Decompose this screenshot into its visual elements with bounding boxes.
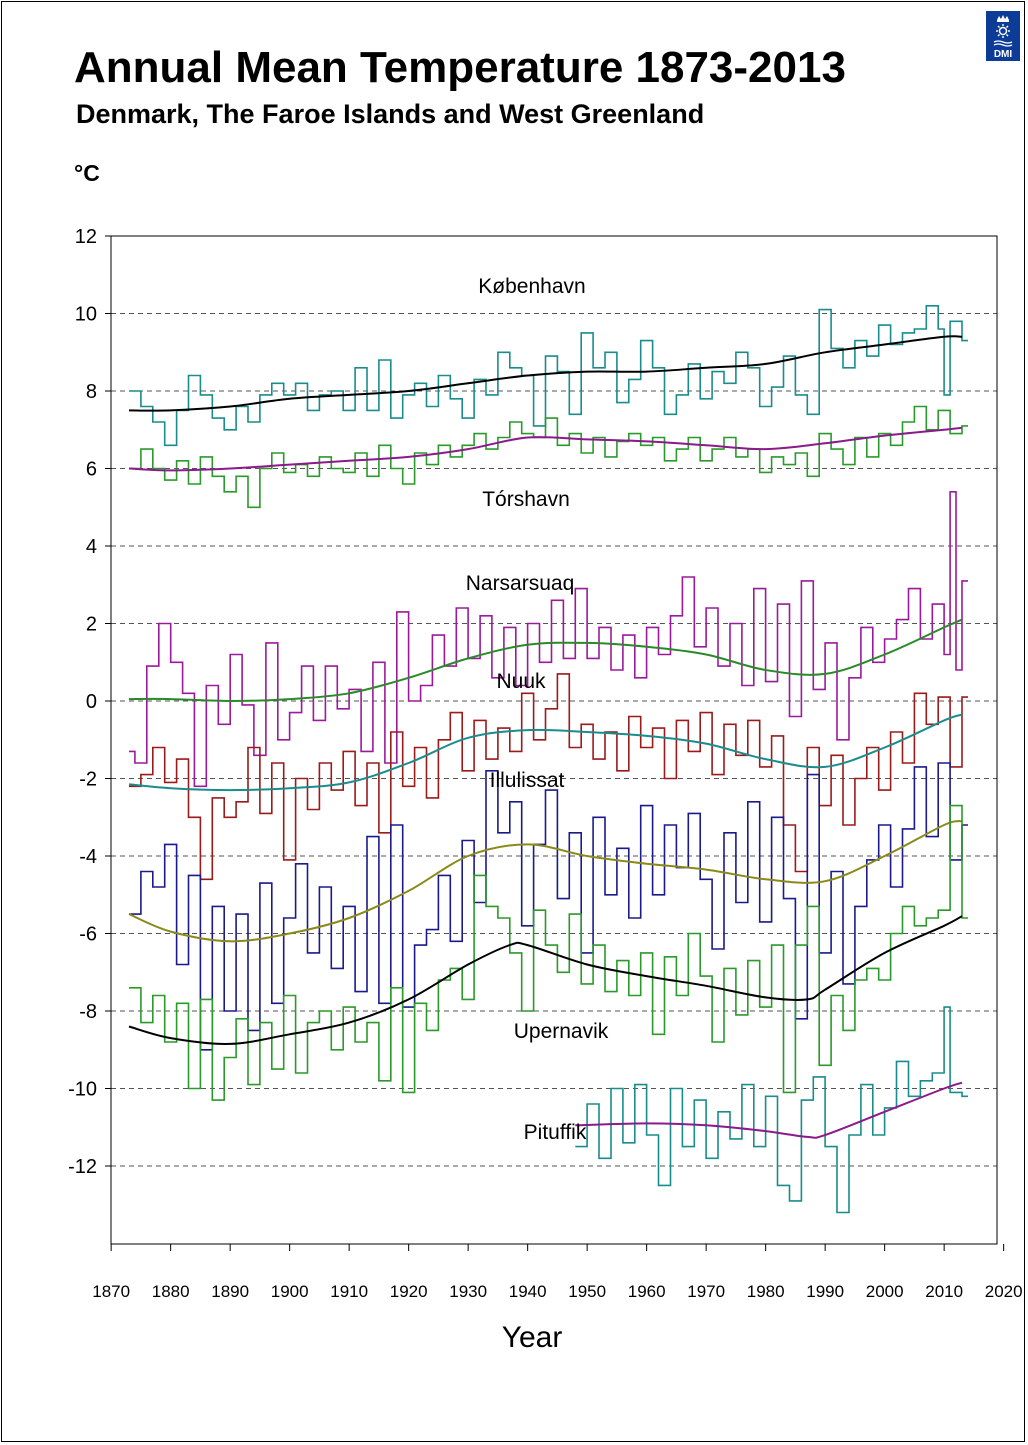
series-upernavik <box>128 804 968 1101</box>
annual-line-torshavn <box>129 405 968 509</box>
annual-line-illulissat <box>129 762 968 1051</box>
y-tick-label: 0 <box>86 691 97 713</box>
x-tick-label: 1940 <box>509 1282 547 1301</box>
x-tick-label: 2020 <box>985 1282 1023 1301</box>
x-tick-label: 2010 <box>925 1282 963 1301</box>
x-tick-label: 1890 <box>211 1282 249 1301</box>
y-tick-label: -4 <box>79 846 97 868</box>
y-tick-label: -12 <box>68 1156 97 1178</box>
y-tick-label: 2 <box>86 614 97 636</box>
y-tick-label: -6 <box>79 924 97 946</box>
x-tick-label: 1930 <box>449 1282 487 1301</box>
x-tick-label: 1970 <box>687 1282 725 1301</box>
x-tick-label: 1920 <box>390 1282 428 1301</box>
x-tick-label: 1950 <box>568 1282 606 1301</box>
series-illulissat <box>128 762 968 1051</box>
annual-line-narsarsuaq <box>129 491 968 788</box>
series-nuuk <box>128 673 968 881</box>
smoothed-line-torshavn <box>128 426 963 472</box>
series-label-pituffik: Pituffik <box>524 1121 587 1144</box>
series-label-kbenhavn: København <box>478 275 585 298</box>
smoothed-line-narsarsuaq <box>128 618 963 703</box>
grid-lines <box>111 313 997 1167</box>
chart-title: Annual Mean Temperature 1873-2013 <box>74 43 846 92</box>
x-tick-label: 1960 <box>628 1282 666 1301</box>
series-label-nuuk: Nuuk <box>496 670 546 693</box>
series-label-narsarsuaq: Narsarsuaq <box>466 572 575 595</box>
smoothed-line-kbenhavn <box>128 335 963 412</box>
series-labels: København Tórshavn Narsarsuaq Nuuk Illulissa… <box>466 275 609 1144</box>
annual-line-pituffik <box>575 1006 968 1214</box>
y-tick-label: 10 <box>75 304 97 326</box>
x-tick-label: 1980 <box>747 1282 785 1301</box>
x-tick-label: 1870 <box>92 1282 130 1301</box>
x-tick-label: 1990 <box>806 1282 844 1301</box>
plot-area-border <box>110 235 998 1245</box>
y-tick-label: 4 <box>86 536 97 558</box>
series-label-illulissat: Illulissat <box>490 769 565 792</box>
annual-line-upernavik <box>129 804 968 1101</box>
y-tick-label: -2 <box>79 769 97 791</box>
y-axis-unit-label: °C <box>74 160 100 186</box>
y-tick-label: -8 <box>79 1001 97 1023</box>
smoothed-line-nuuk <box>128 713 963 792</box>
x-tick-label: 2000 <box>866 1282 904 1301</box>
logo-text: DMI <box>994 49 1013 60</box>
series-torshavn <box>128 405 968 509</box>
x-tick-label: 1910 <box>330 1282 368 1301</box>
y-tick-label: 12 <box>75 226 97 248</box>
series-label-upernavik: Upernavik <box>514 1020 609 1043</box>
series-pituffik <box>575 1006 968 1214</box>
x-tick-label: 1900 <box>271 1282 309 1301</box>
crown-sun-waves-icon: DMI <box>993 15 1013 60</box>
y-tick-label: -10 <box>68 1079 97 1101</box>
x-tick-label: 1880 <box>152 1282 190 1301</box>
axes: 12 10 8 6 4 2 0 -2 -4 -6 -8 -10 -12 1870 1880 1890 1900 1… <box>68 226 1022 1301</box>
annual-line-kbenhavn <box>129 305 968 447</box>
chart-subtitle: Denmark, The Faroe Islands and West Gree… <box>76 99 705 129</box>
series-label-torshavn: Tórshavn <box>482 488 570 511</box>
series-kbenhavn <box>128 305 968 447</box>
series-lines <box>128 305 968 1214</box>
dmi-logo: DMI <box>986 11 1020 61</box>
smoothed-line-upernavik <box>128 915 963 1045</box>
y-tick-label: 8 <box>86 381 97 403</box>
x-axis-title: Year <box>502 1321 563 1354</box>
y-tick-label: 6 <box>86 459 97 481</box>
smoothed-line-illulissat <box>128 820 963 943</box>
smoothed-line-pituffik <box>575 1081 963 1139</box>
series-narsarsuaq <box>128 491 968 788</box>
